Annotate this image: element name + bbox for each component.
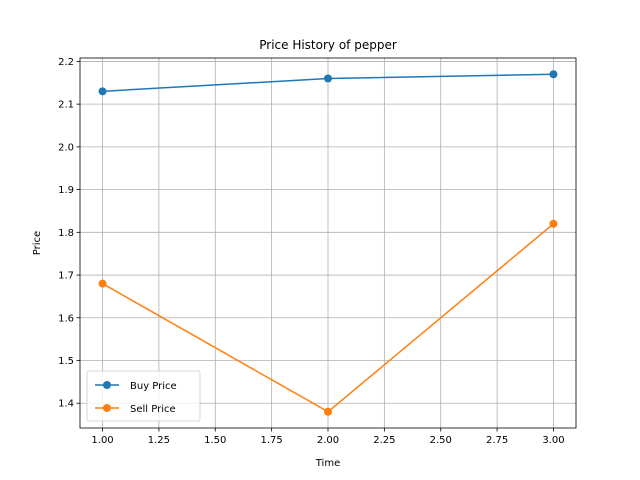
y-tick-label: 2.0 [58,142,74,153]
buy-price-point [324,74,332,83]
grid [80,58,576,428]
x-tick-label: 1.50 [204,435,226,446]
buy-price-point [98,87,107,96]
sell-price-point [98,279,107,288]
x-tick-label: 2.00 [317,435,339,446]
x-tick-label: 1.00 [91,435,113,446]
x-tick-label: 2.50 [430,435,452,446]
y-tick-label: 1.7 [58,271,74,282]
y-tick-label: 1.6 [58,313,74,324]
x-tick-label: 2.75 [486,435,508,446]
x-tick-label: 1.75 [261,435,283,446]
sell-price-point [549,219,558,228]
axis-ticks: 1.00 1.25 1.50 1.75 2.00 2.25 2.50 2.75 3.00 1.4 1… [58,57,564,446]
y-tick-label: 1.4 [58,399,74,410]
legend-buy-price-marker [103,381,111,389]
legend-sell-price-marker [103,404,111,412]
buy-price-point [549,70,558,79]
x-tick-label: 3.00 [542,435,564,446]
legend-buy-price-label: Buy Price [130,381,177,392]
sell-price-point [324,407,332,416]
y-tick-label: 2.1 [58,100,74,111]
y-tick-label: 1.9 [58,185,74,196]
y-axis-label: Price [32,231,43,255]
chart-title: Price History of pepper [259,38,397,52]
y-tick-label: 1.5 [58,356,74,367]
legend-sell-price-label: Sell Price [130,404,176,415]
legend: Buy Price Sell Price [86,370,201,422]
y-tick-label: 2.2 [58,57,74,68]
series-layer [98,70,558,416]
x-tick-label: 1.25 [148,435,170,446]
y-tick-label: 1.8 [58,228,74,239]
x-tick-label: 2.25 [373,435,395,446]
x-axis-label: Time [315,458,340,469]
